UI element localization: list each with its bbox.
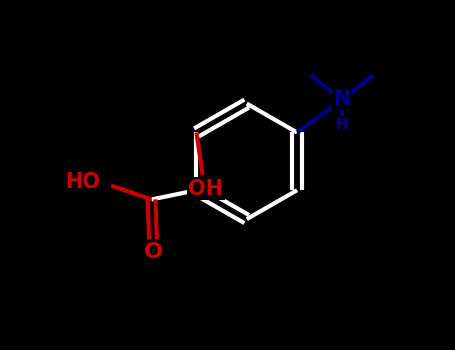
Text: HO: HO — [66, 172, 100, 192]
Text: N: N — [334, 89, 351, 108]
Text: O: O — [143, 242, 162, 262]
Text: H: H — [336, 117, 349, 132]
Text: OH: OH — [188, 179, 223, 199]
